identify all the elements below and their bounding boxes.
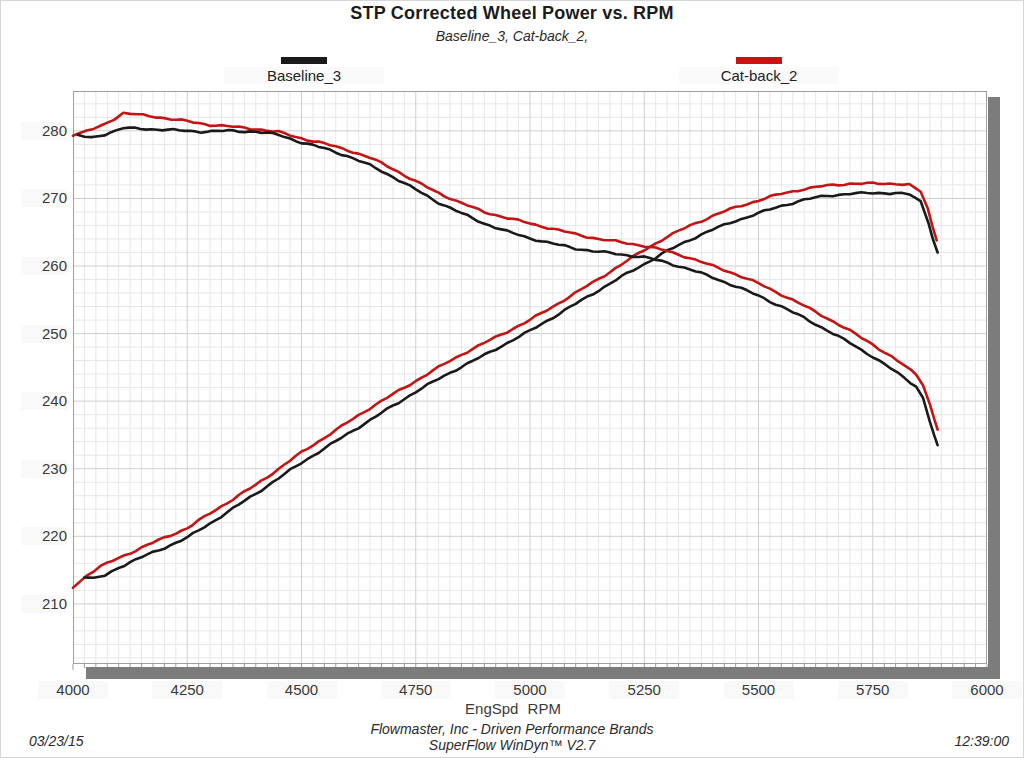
x-tick-5000: 5000	[495, 681, 565, 699]
footer-software-line: SuperFlow WinDyn™ V2.7	[1, 737, 1023, 753]
legend-baseline-label: Baseline_3	[224, 67, 384, 84]
y-tick-250: 250	[21, 325, 67, 343]
x-axis-title: EngSpd RPM	[1, 700, 1024, 717]
x-tick-4750: 4750	[381, 681, 451, 699]
x-tick-4000: 4000	[38, 681, 108, 699]
x-tick-5250: 5250	[609, 681, 679, 699]
x-tick-4250: 4250	[152, 681, 222, 699]
baseline-color-swatch	[281, 57, 327, 64]
time-stamp: 12:39:00	[955, 733, 1010, 749]
dyno-report: STP Corrected Wheel Power vs. RPM Baseli…	[0, 0, 1024, 758]
legend-catback-label: Cat-back_2	[679, 67, 839, 84]
y-tick-240: 240	[21, 392, 67, 410]
plot-shadow-bottom	[86, 667, 1000, 679]
page-subtitle: Baseline_3, Cat-back_2,	[1, 28, 1023, 44]
y-tick-260: 260	[21, 257, 67, 275]
catback-color-swatch	[736, 57, 782, 64]
y-tick-270: 270	[21, 189, 67, 207]
dyno-plot-area	[73, 91, 987, 670]
y-tick-210: 210	[21, 595, 67, 613]
x-tick-6000: 6000	[952, 681, 1022, 699]
y-tick-230: 230	[21, 460, 67, 478]
plot-shadow-right	[988, 97, 1000, 679]
x-tick-5500: 5500	[724, 681, 794, 699]
footer-company-line: Flowmaster, Inc - Driven Performance Bra…	[1, 721, 1023, 737]
x-tick-4500: 4500	[267, 681, 337, 699]
y-tick-280: 280	[21, 122, 67, 140]
page-title: STP Corrected Wheel Power vs. RPM	[1, 3, 1023, 24]
legend-baseline: Baseline_3	[224, 57, 384, 84]
x-tick-5750: 5750	[838, 681, 908, 699]
date-stamp: 03/23/15	[29, 733, 84, 749]
legend-catback: Cat-back_2	[679, 57, 839, 84]
y-tick-220: 220	[21, 527, 67, 545]
